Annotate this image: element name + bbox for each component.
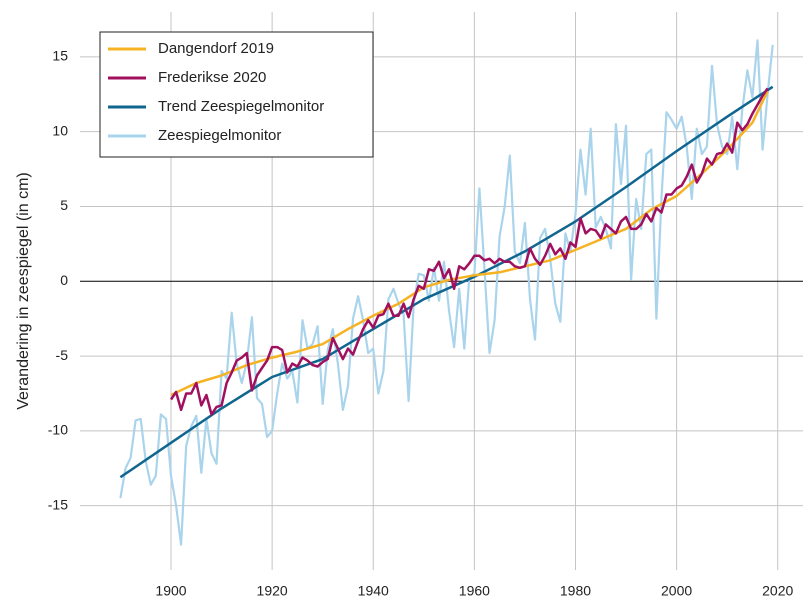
y-tick-label: -15 [48, 496, 68, 512]
legend: Dangendorf 2019 Frederikse 2020 Trend Zees… [99, 31, 374, 158]
series-line [170, 90, 769, 397]
x-tick-label: 1980 [560, 583, 591, 599]
y-axis-label: Verandering in zeespiegel (in cm) [15, 172, 32, 409]
series-line [119, 39, 774, 546]
series-line [169, 87, 769, 416]
x-tick-label: 1960 [459, 583, 490, 599]
x-tick-label: 1940 [358, 583, 389, 599]
x-tick-label: 1900 [155, 583, 186, 599]
y-tick-label: -10 [48, 422, 68, 438]
legend-label: Dangendorf 2019 [158, 40, 274, 57]
legend-label: Trend Zeespiegelmonitor [158, 98, 324, 115]
x-tick-label: 2000 [661, 583, 692, 599]
x-tick-label: 2020 [762, 583, 793, 599]
y-tick-label: 0 [60, 272, 68, 288]
legend-label: Frederikse 2020 [158, 69, 266, 86]
y-tick-label: 5 [60, 197, 68, 213]
x-tick-label: 1920 [257, 583, 288, 599]
y-tick-label: 15 [52, 48, 68, 64]
series-line [119, 85, 774, 479]
y-tick-label: -5 [56, 347, 69, 363]
y-tick-label: 10 [52, 122, 68, 138]
legend-label: Zeespiegelmonitor [158, 127, 281, 144]
